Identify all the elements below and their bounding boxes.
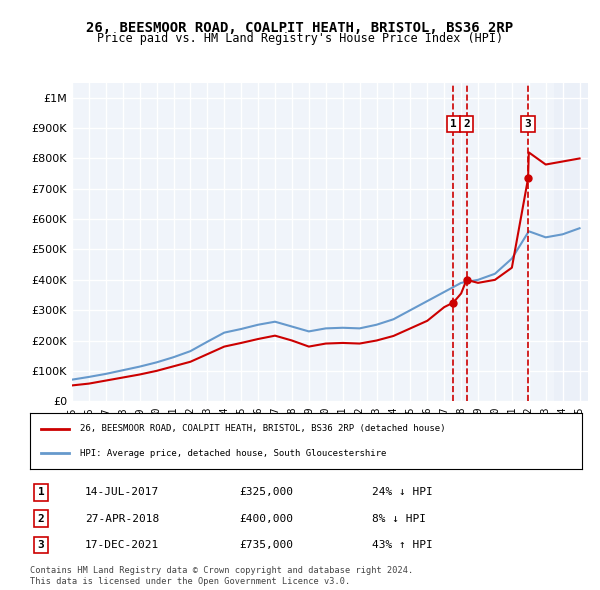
Text: 8% ↓ HPI: 8% ↓ HPI — [372, 514, 426, 524]
Text: Contains HM Land Registry data © Crown copyright and database right 2024.
This d: Contains HM Land Registry data © Crown c… — [30, 566, 413, 586]
Text: 43% ↑ HPI: 43% ↑ HPI — [372, 540, 433, 550]
Text: Price paid vs. HM Land Registry's House Price Index (HPI): Price paid vs. HM Land Registry's House … — [97, 32, 503, 45]
Text: HPI: Average price, detached house, South Gloucestershire: HPI: Average price, detached house, Sout… — [80, 449, 386, 458]
Text: 1: 1 — [450, 119, 457, 129]
Text: £400,000: £400,000 — [240, 514, 294, 524]
Text: 3: 3 — [38, 540, 44, 550]
Text: 14-JUL-2017: 14-JUL-2017 — [85, 487, 160, 497]
Text: 17-DEC-2021: 17-DEC-2021 — [85, 540, 160, 550]
Bar — [554, 83, 588, 401]
Text: 2: 2 — [463, 119, 470, 129]
Text: 27-APR-2018: 27-APR-2018 — [85, 514, 160, 524]
Text: £325,000: £325,000 — [240, 487, 294, 497]
Text: £735,000: £735,000 — [240, 540, 294, 550]
Text: 26, BEESMOOR ROAD, COALPIT HEATH, BRISTOL, BS36 2RP: 26, BEESMOOR ROAD, COALPIT HEATH, BRISTO… — [86, 21, 514, 35]
Text: 1: 1 — [38, 487, 44, 497]
Text: 26, BEESMOOR ROAD, COALPIT HEATH, BRISTOL, BS36 2RP (detached house): 26, BEESMOOR ROAD, COALPIT HEATH, BRISTO… — [80, 424, 445, 433]
Text: 2: 2 — [38, 514, 44, 524]
Text: 3: 3 — [525, 119, 532, 129]
Text: 24% ↓ HPI: 24% ↓ HPI — [372, 487, 433, 497]
